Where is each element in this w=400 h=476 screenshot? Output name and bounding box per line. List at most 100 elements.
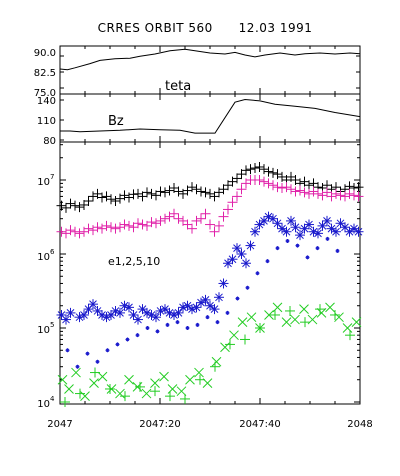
e5-small-point [255,271,260,276]
bz-panel: 140 110 80 Bz [37,93,361,147]
e10-point [80,391,90,401]
e5-small-point [95,359,100,364]
e10-point [351,317,362,327]
e10-point [334,312,344,323]
e5-point [227,254,238,265]
e2-point [295,185,305,196]
e2-point [187,223,197,234]
e5-point [101,312,112,323]
e1-point [160,187,170,198]
e10-point [159,371,169,382]
e5-point [286,215,296,226]
e1-point [304,180,314,191]
e5-point [290,222,301,233]
e2-point [277,182,287,193]
e5-point [133,314,143,325]
e10-point [342,323,353,333]
e1-point [196,186,206,197]
e2-point [65,225,76,236]
svg-text:10: 10 [37,399,50,410]
e5-small-point [135,333,140,338]
e10-point [211,356,222,367]
e1-point [245,164,256,175]
e1-point [137,191,148,202]
e10-point [272,302,283,313]
e2-point [331,188,341,199]
e5-point [322,215,332,226]
e2-point [83,223,94,234]
e2-point [286,184,296,195]
e5-point [295,230,305,241]
e10-plus-point [120,391,130,402]
e10-point [150,378,160,388]
e5-point [178,302,188,313]
e2-point [313,188,323,199]
e1-point [142,187,152,198]
e10-point [325,302,335,313]
e10-plus-point [165,391,175,402]
e10-point [64,384,74,394]
e1-point [56,200,67,211]
flux-ytick-1e6: 10 6 [37,248,55,263]
e10-plus-point [315,304,325,315]
e10-point [89,378,99,388]
e2-point [88,225,98,236]
e1-point [218,184,229,195]
teta-ytick-90: 90.0 [34,48,56,59]
e1-point [151,190,161,201]
e5-small-point [145,326,150,330]
teta-ytick-75: 75.0 [34,88,56,99]
e1-point [164,185,175,196]
e10-point [57,374,68,385]
e2-point [151,218,161,229]
e1-point [263,166,274,177]
e1-point [65,198,76,209]
e5-point [151,312,161,323]
e2-point [115,222,125,233]
e5-small-point [245,285,250,290]
e1-point [173,186,184,197]
e1-point [70,200,80,211]
e2-point [272,182,283,193]
e1-point [205,188,215,199]
e5-point [137,304,148,315]
e1-point [268,167,278,178]
e2-point [182,219,193,230]
e2-point [254,175,265,185]
e10-point [264,310,274,320]
e1-point [61,202,71,213]
e2-point [209,226,220,237]
e2-point [236,184,247,195]
e10-plus-point [75,388,85,399]
e10-point [167,384,178,394]
e2-point [281,182,292,193]
flux-label: e1,2,5,10 [108,255,160,268]
e10-point [194,367,204,378]
e10-point [307,314,318,325]
e5-small-point [165,322,170,327]
e1-point [155,186,166,197]
e5-small-point [155,329,160,334]
e10-plus-point [90,367,100,378]
svg-text:7: 7 [50,173,54,181]
flux-ytick-1e4: 10 4 [37,395,55,410]
e5-small-point [215,320,220,325]
e2-point [349,190,359,201]
e10-plus-point [225,339,235,350]
e5-small-point [335,248,340,253]
e5-point [182,300,193,311]
e5-small-point [115,342,120,347]
e5-small-point [125,337,130,342]
e2-point [146,217,157,228]
svg-text:10: 10 [37,177,50,188]
e1-point [187,182,197,193]
e10-plus-point [240,334,250,345]
e5-small-point [105,348,110,353]
e10-point [115,388,125,399]
e2-point [164,211,175,222]
e5-point [245,240,256,251]
e5-small-point [85,351,90,356]
e10-point [281,317,292,327]
e10-plus-point [150,386,160,397]
e2-point [263,178,274,189]
